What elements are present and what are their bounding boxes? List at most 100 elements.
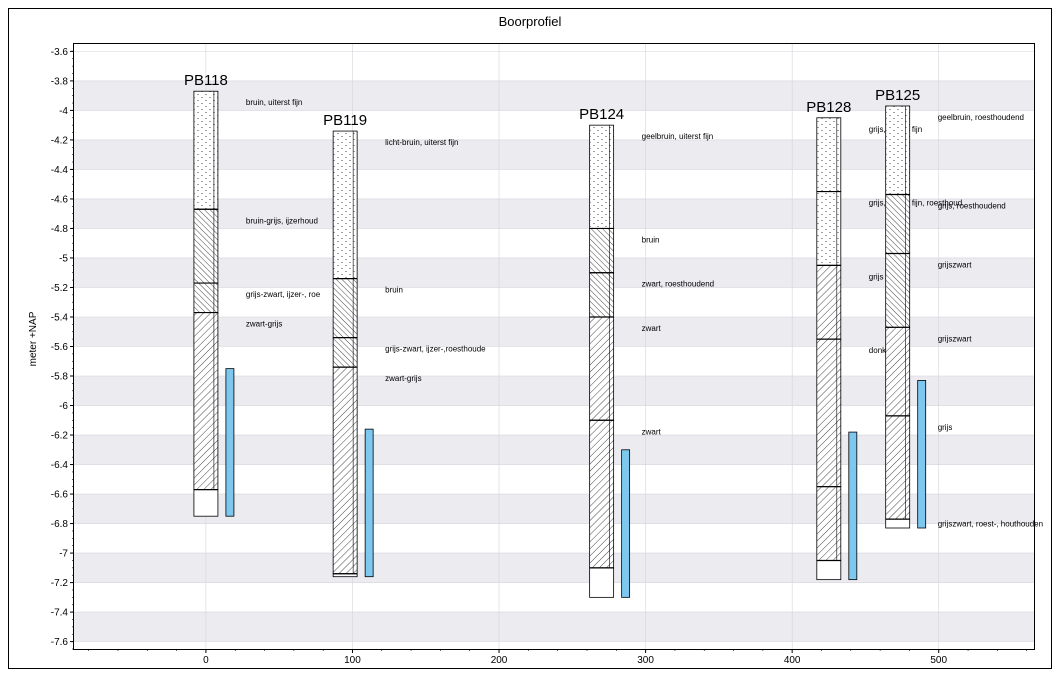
layer-label: grijszwart <box>938 261 973 270</box>
borehole-layer <box>816 117 842 192</box>
borehole-layer <box>589 567 615 598</box>
borehole-layer <box>332 366 358 575</box>
layer-label: geelbruin, roesthoudend <box>938 113 1024 122</box>
filter-bar <box>621 449 631 598</box>
grid-band <box>74 198 1034 229</box>
plot-border <box>73 43 1035 650</box>
layer-label: grijs <box>938 423 953 432</box>
borehole-layer <box>193 90 219 210</box>
y-tick-label: -7.4 <box>51 608 69 619</box>
layer-label: zwart, roesthoudend <box>642 280 715 289</box>
layer-label: bruin <box>642 235 660 244</box>
filter-bar <box>848 431 858 581</box>
borehole-layer <box>332 337 358 368</box>
borehole-layer <box>816 264 842 340</box>
grid-band <box>74 257 1034 288</box>
x-axis: 0 100 200 300 400 500 <box>88 649 1027 666</box>
y-tick-label: -6.2 <box>51 431 69 442</box>
borehole-name: PB118 <box>184 72 228 89</box>
grid-band <box>74 139 1034 170</box>
y-tick-label: -4.2 <box>51 135 69 146</box>
filter-bar <box>364 428 374 578</box>
y-tick-label: -4.6 <box>51 194 69 205</box>
layer-label: grijs <box>869 272 884 281</box>
y-axis-label: meter +NAP <box>28 311 39 366</box>
y-tick-label: -5.6 <box>51 342 69 353</box>
layer-label: bruin <box>385 286 403 295</box>
borehole-name: PB125 <box>875 87 920 104</box>
borehole-name: PB119 <box>323 112 367 129</box>
y-tick-label: -5.4 <box>51 312 69 323</box>
x-tick-label: 0 <box>203 655 209 666</box>
borehole-layer <box>885 253 911 328</box>
x-tick-label: 300 <box>637 655 654 666</box>
borehole-layer <box>589 228 615 274</box>
layer-label: grijszwart <box>938 334 973 343</box>
borehole-pb124: PB124 geelbruin, uiterst fijn bruin zwart, … <box>579 106 715 598</box>
x-tick-label: 400 <box>784 655 801 666</box>
layer-label: zwart-grijs <box>385 374 421 383</box>
y-tick-label: -6 <box>59 401 68 412</box>
borehole-layer <box>589 272 615 318</box>
y-tick-label: -6.6 <box>51 490 69 501</box>
borehole-layer <box>816 560 842 581</box>
layer-label: bruin-grijs, ijzerhoud <box>246 216 318 225</box>
layer-label: grijs-zwart, ijzer-,roesthoude <box>385 345 486 354</box>
y-tick-label: -4 <box>59 106 68 117</box>
layer-label: bruin, uiterst fijn <box>246 98 302 107</box>
y-tick-label: -5.2 <box>51 283 69 294</box>
layer-label: zwart <box>642 427 662 436</box>
layer-label: geelbruin, uiterst fijn <box>642 132 714 141</box>
borehole-layer <box>193 489 219 517</box>
borehole-pb125: PB125 geelbruin, roesthoudend grijs, roest… <box>875 87 1043 529</box>
grid-band <box>74 612 1034 642</box>
borehole-layer <box>885 518 911 529</box>
borehole-layer <box>885 415 911 520</box>
x-tick-label: 100 <box>344 655 361 666</box>
y-tick-label: -5 <box>59 253 68 264</box>
borehole-layer <box>332 130 358 280</box>
y-tick-label: -7 <box>59 549 68 560</box>
grid-band <box>74 553 1034 583</box>
borehole-layer <box>589 124 615 229</box>
borehole-layer <box>589 419 615 569</box>
layer-label: grijs, roesthoudend <box>938 202 1006 211</box>
x-tick-label: 200 <box>491 655 508 666</box>
borehole-name: PB124 <box>579 106 624 123</box>
grid-band <box>74 316 1034 347</box>
borehole-layer <box>885 194 911 254</box>
layer-label: grijszwart, roest-, houthouden <box>938 520 1043 529</box>
borehole-layer <box>885 326 911 417</box>
y-tick-label: -5.8 <box>51 372 69 383</box>
layer-label: zwart-grijs <box>246 320 282 329</box>
outer-border <box>8 8 1052 669</box>
borehole-layer <box>816 338 842 488</box>
layer-label: licht-bruin, uiterst fijn <box>385 138 458 147</box>
y-tick-label: -7.2 <box>51 578 69 589</box>
y-tick-label: -4.8 <box>51 224 69 235</box>
layer-label: grijs-zwart, ijzer-, roe <box>246 290 321 299</box>
borehole-layer <box>193 208 219 284</box>
x-tick-label: 500 <box>930 655 947 666</box>
borehole-layer <box>193 312 219 491</box>
y-tick-label: -3.8 <box>51 76 69 87</box>
borehole-name: PB128 <box>806 99 851 116</box>
borehole-pb119: PB119 licht-bruin, uiterst fijn bruin grijs… <box>323 112 486 578</box>
y-tick-label: -7.6 <box>51 637 69 648</box>
y-tick-label: -4.4 <box>51 165 69 176</box>
boreholes: PB118 bruin, uiterst fijn bruin-grijs, ijz… <box>184 72 1043 598</box>
filter-bar <box>225 368 235 517</box>
y-axis: -3.6 -3.8 -4 -4.2 -4.4 -4.6 -4.8 -5 -5.2 -5.4 -5.6… <box>51 47 74 650</box>
layer-label: grijs, uiterst fijn, roesthoud <box>869 199 962 208</box>
borehole-layer <box>332 278 358 339</box>
grid-band <box>74 80 1034 111</box>
y-tick-label: -3.6 <box>51 47 69 58</box>
borehole-layer <box>589 316 615 421</box>
y-tick-label: -6.8 <box>51 519 69 530</box>
borehole-layer <box>885 105 911 195</box>
borehole-pb118: PB118 bruin, uiterst fijn bruin-grijs, ijz… <box>184 72 321 517</box>
borehole-layer <box>193 282 219 313</box>
